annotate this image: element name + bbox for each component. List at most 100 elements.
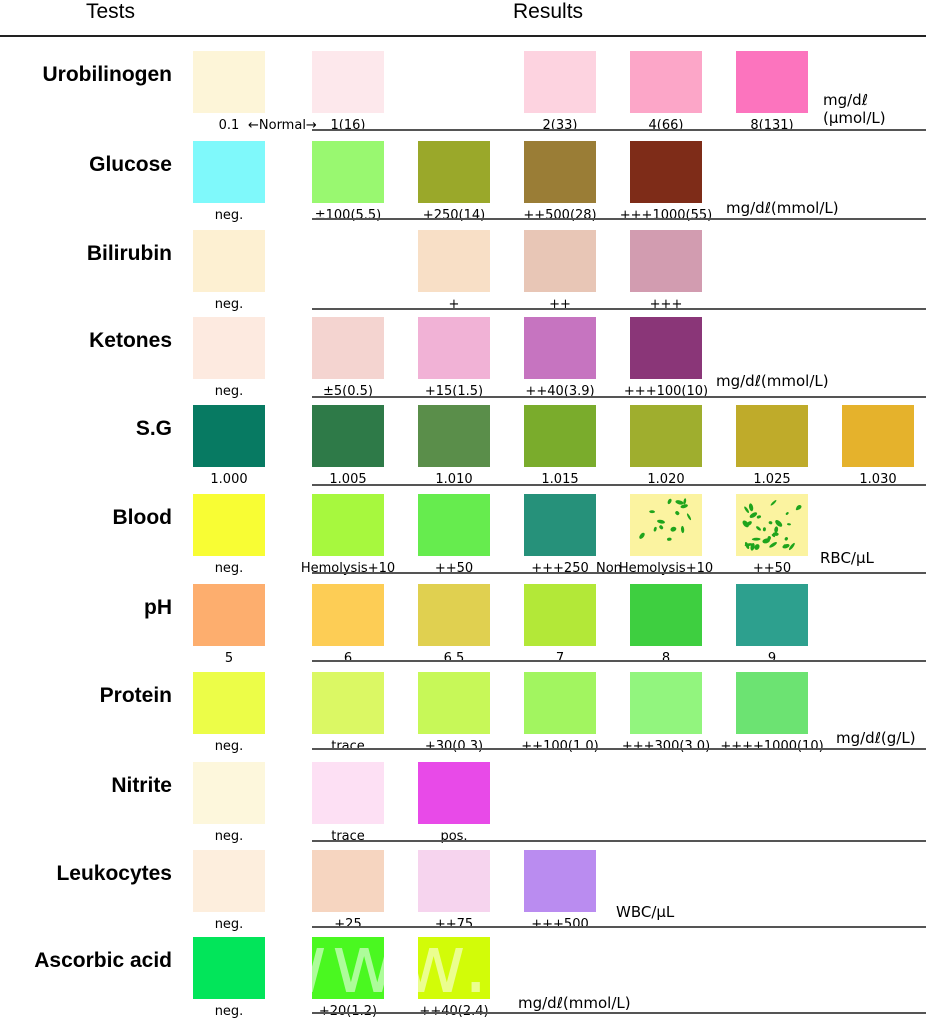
row-divider — [312, 572, 926, 574]
color-swatch — [312, 51, 384, 113]
result-label: +15(1.5) — [424, 384, 484, 399]
rbc-speck — [785, 512, 789, 515]
watermark: www. .com — [262, 918, 735, 1011]
result-label: neg. — [214, 561, 244, 576]
color-swatch — [524, 51, 596, 113]
color-swatch — [524, 230, 596, 292]
tests-header: Tests — [86, 0, 136, 23]
color-swatch — [193, 850, 265, 912]
result-label: ++40(2.4) — [394, 1004, 514, 1019]
result-label: 7 — [555, 651, 565, 666]
unit-label: mg/dℓ(g/L) — [836, 729, 916, 747]
rbc-speck — [653, 526, 657, 532]
row-divider — [312, 308, 926, 310]
result-label: neg. — [214, 739, 244, 754]
result-label: +++100(10) — [623, 384, 709, 399]
color-swatch — [193, 405, 265, 467]
rbc-speck — [744, 541, 750, 550]
color-swatch — [630, 141, 702, 203]
result-label: 0.1 — [218, 118, 240, 133]
test-name: Bilirubin — [86, 242, 172, 265]
row-divider — [312, 1012, 926, 1014]
normal-range-label: ←Normal→ — [248, 118, 317, 133]
unit-label-secondary: (μmol/L) — [823, 109, 886, 127]
result-label: 8 — [661, 651, 671, 666]
rbc-speck — [768, 521, 773, 525]
test-name: S.G — [135, 417, 172, 440]
color-swatch — [524, 141, 596, 203]
test-name: pH — [144, 596, 172, 619]
result-label: +20(1.2) — [288, 1004, 408, 1019]
color-swatch — [524, 584, 596, 646]
rbc-speck — [744, 506, 749, 513]
result-label: ++500(28) — [523, 208, 597, 223]
color-swatch — [630, 584, 702, 646]
result-label: 6 — [343, 651, 353, 666]
row-divider — [312, 926, 926, 928]
rbc-speck — [639, 532, 645, 539]
results-header: Results — [513, 0, 584, 23]
rbc-speck — [686, 513, 692, 521]
result-label: +++1000(55) — [619, 208, 713, 223]
color-swatch — [418, 850, 490, 912]
color-swatch — [418, 494, 490, 556]
color-swatch — [736, 51, 808, 113]
color-swatch — [630, 317, 702, 379]
result-label: 5 — [224, 651, 234, 666]
result-label: 9 — [767, 651, 777, 666]
rbc-speck — [770, 499, 777, 506]
rbc-speck — [750, 542, 755, 551]
color-swatch — [312, 850, 384, 912]
rbc-speck — [675, 500, 684, 505]
color-swatch — [312, 141, 384, 203]
color-swatch — [312, 672, 384, 734]
color-swatch — [630, 51, 702, 113]
rbc-speck — [771, 534, 776, 538]
color-swatch — [418, 230, 490, 292]
color-swatch — [418, 672, 490, 734]
unit-label: WBC/μL — [616, 903, 675, 921]
color-swatch — [524, 405, 596, 467]
color-swatch — [418, 317, 490, 379]
test-name: Ascorbic acid — [34, 949, 172, 972]
color-swatch — [418, 762, 490, 824]
result-label: +25 — [334, 917, 362, 932]
rbc-speck — [680, 504, 688, 509]
row-divider — [312, 484, 926, 486]
rbc-speck — [769, 541, 777, 548]
rbc-speck — [756, 515, 762, 519]
result-label: 1.025 — [753, 472, 791, 487]
result-label: +250(14) — [422, 208, 486, 223]
color-swatch — [193, 494, 265, 556]
unit-label: mg/dℓ(mmol/L) — [716, 372, 829, 390]
row-divider — [312, 748, 926, 750]
rbc-speck — [670, 526, 677, 532]
rbc-speck — [657, 519, 665, 524]
color-swatch — [312, 317, 384, 379]
color-swatch — [193, 672, 265, 734]
result-label: +30(0.3) — [424, 739, 484, 754]
rbc-speck — [788, 542, 795, 551]
color-swatch — [193, 317, 265, 379]
test-name: Glucose — [89, 153, 172, 176]
rbc-speck — [751, 537, 761, 541]
test-name: Urobilinogen — [42, 63, 173, 86]
color-swatch — [736, 584, 808, 646]
unit-label: mg/dℓ — [823, 91, 868, 109]
row-divider — [312, 660, 926, 662]
result-label: neg. — [214, 1004, 244, 1019]
header-divider — [0, 35, 926, 37]
result-label: trace — [331, 739, 365, 754]
result-label: ++++1000(10) — [720, 739, 824, 754]
row-divider — [312, 218, 926, 220]
rbc-speck — [667, 498, 672, 505]
color-swatch — [736, 672, 808, 734]
row-divider — [312, 396, 926, 398]
rbc-speck — [659, 525, 664, 530]
color-swatch — [630, 230, 702, 292]
rbc-speck — [762, 527, 766, 532]
result-label: ±5(0.5) — [323, 384, 373, 399]
rbc-speckles — [639, 498, 692, 541]
color-swatch — [630, 405, 702, 467]
rbc-speck — [749, 512, 758, 518]
